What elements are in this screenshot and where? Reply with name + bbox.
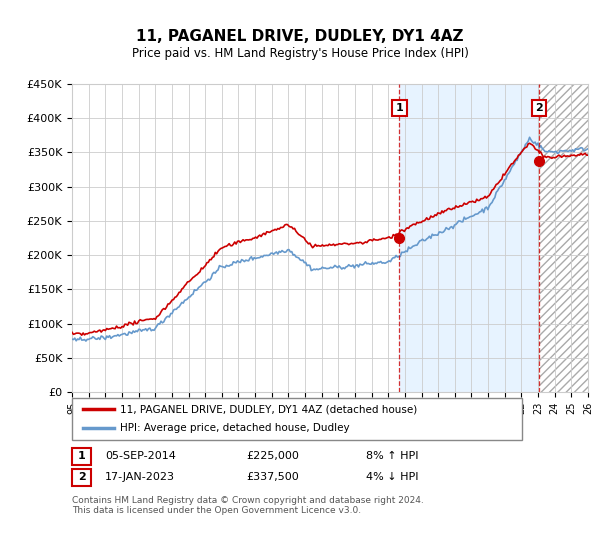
Text: £225,000: £225,000 (246, 451, 299, 461)
Text: £337,500: £337,500 (246, 472, 299, 482)
Text: 8% ↑ HPI: 8% ↑ HPI (366, 451, 419, 461)
Bar (539, 84, 588, 392)
Bar (539, 84, 588, 392)
Text: 1: 1 (78, 451, 85, 461)
Text: 17-JAN-2023: 17-JAN-2023 (105, 472, 175, 482)
Text: Contains HM Land Registry data © Crown copyright and database right 2024.
This d: Contains HM Land Registry data © Crown c… (72, 496, 424, 515)
Text: 05-SEP-2014: 05-SEP-2014 (105, 451, 176, 461)
Text: 11, PAGANEL DRIVE, DUDLEY, DY1 4AZ: 11, PAGANEL DRIVE, DUDLEY, DY1 4AZ (136, 29, 464, 44)
Text: Price paid vs. HM Land Registry's House Price Index (HPI): Price paid vs. HM Land Registry's House … (131, 46, 469, 60)
Bar (400, 84, 539, 392)
Text: 1: 1 (395, 103, 403, 113)
Text: 2: 2 (535, 103, 542, 113)
Text: 11, PAGANEL DRIVE, DUDLEY, DY1 4AZ (detached house): 11, PAGANEL DRIVE, DUDLEY, DY1 4AZ (deta… (120, 404, 417, 414)
Text: 2: 2 (78, 472, 85, 482)
Text: HPI: Average price, detached house, Dudley: HPI: Average price, detached house, Dudl… (120, 423, 350, 433)
Text: 4% ↓ HPI: 4% ↓ HPI (366, 472, 419, 482)
